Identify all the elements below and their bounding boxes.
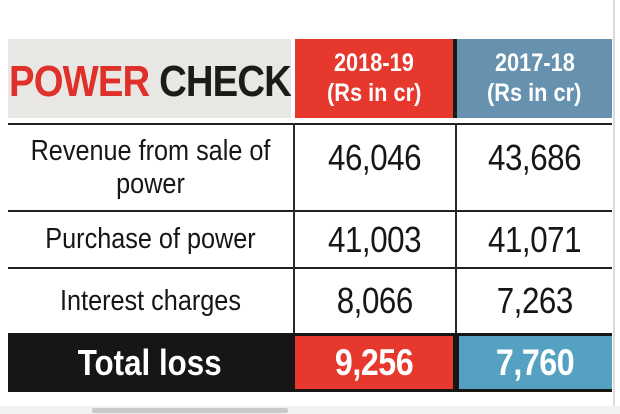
column-header-2017-18-unit: (Rs in cr): [487, 78, 582, 107]
title-word-check: CHECK: [158, 56, 292, 106]
value-interest-2017-18: 7,263: [496, 280, 573, 321]
value-revenue-2018-19: 46,046: [328, 136, 422, 178]
column-header-2017-18: 2017-18 (Rs in cr): [457, 39, 612, 118]
bottom-page-band: [0, 406, 620, 414]
page-edge-divider: [613, 0, 615, 414]
grid-line-under-header: [8, 123, 612, 125]
row-label-interest: Interest charges: [8, 269, 293, 333]
row-label-text: Purchase of power: [45, 223, 256, 256]
column-header-2018-19: 2018-19 (Rs in cr): [295, 39, 457, 118]
table-title: POWER CHECK: [8, 39, 291, 118]
total-value-2018-19: 9,256: [295, 336, 453, 389]
value-interest-2018-19: 8,066: [336, 280, 414, 321]
value-revenue-2017-18: 43,686: [487, 136, 582, 178]
value-purchase-2017-18: 41,071: [487, 218, 582, 260]
grid-line-labels-values: [293, 123, 295, 333]
row-label-text: Interest charges: [60, 284, 241, 317]
grid-line-row-2: [8, 267, 612, 269]
row-label-text: Revenue from sale of power: [30, 135, 271, 200]
title-word-power: POWER: [8, 56, 150, 106]
row-label-revenue: Revenue from sale of power: [8, 125, 293, 210]
total-value-2017-18: 7,760: [459, 336, 612, 389]
grid-line-row-1: [8, 210, 612, 212]
value-purchase-2018-19: 41,003: [328, 218, 422, 260]
total-label: Total loss: [77, 341, 222, 383]
bottom-scrollbar-fragment: [92, 408, 288, 413]
row-label-purchase: Purchase of power: [8, 212, 293, 267]
column-header-2018-19-unit: (Rs in cr): [326, 78, 422, 107]
table-title-text: POWER CHECK: [8, 51, 292, 107]
column-header-2017-18-year: 2017-18: [494, 49, 575, 77]
grid-line-between-years: [455, 123, 457, 333]
column-header-2018-19-year: 2018-19: [334, 49, 414, 77]
